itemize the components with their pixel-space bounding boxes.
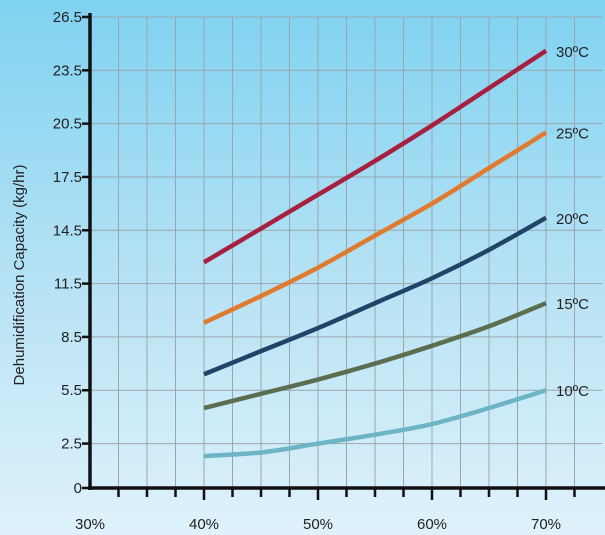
series-line-0 [202, 48, 548, 265]
series-lines [202, 48, 548, 459]
series-line-1 [203, 130, 548, 325]
series-line-3 [203, 301, 547, 411]
x-tick-label: 40% [189, 516, 219, 533]
series-label: 30ºC [556, 44, 589, 61]
y-tick-label: 2.5 [61, 436, 82, 453]
y-tick-label: 0 [74, 480, 82, 497]
x-tick-label: 30% [75, 516, 105, 533]
y-tick-label: 8.5 [61, 329, 82, 346]
x-tick-label: 50% [303, 516, 333, 533]
series-line-4 [203, 388, 547, 459]
x-tick-label: 70% [531, 516, 561, 533]
x-tick-label: 60% [417, 516, 447, 533]
y-tick-label: 14.5 [53, 222, 82, 239]
y-tick-label: 23.5 [53, 62, 82, 79]
series-label: 25ºC [556, 126, 589, 143]
axes [82, 13, 605, 500]
labels: 0 2.5 5.5 8.5 11.5 14.5 17.5 20.5 23.5 26.5 30% 40%… [53, 9, 589, 533]
series-line-2 [203, 215, 548, 377]
series-label: 15ºC [556, 296, 589, 313]
series-label: 10ºC [556, 383, 589, 400]
y-tick-label: 11.5 [54, 276, 82, 293]
series-label: 20ºC [556, 211, 589, 228]
y-tick-label: 20.5 [53, 116, 82, 133]
y-tick-label: 26.5 [53, 9, 82, 26]
y-axis-title: Dehumidification Capacity (kg/hr) [11, 165, 28, 386]
y-tick-label: 17.5 [53, 169, 82, 186]
y-tick-label: 5.5 [61, 382, 82, 399]
